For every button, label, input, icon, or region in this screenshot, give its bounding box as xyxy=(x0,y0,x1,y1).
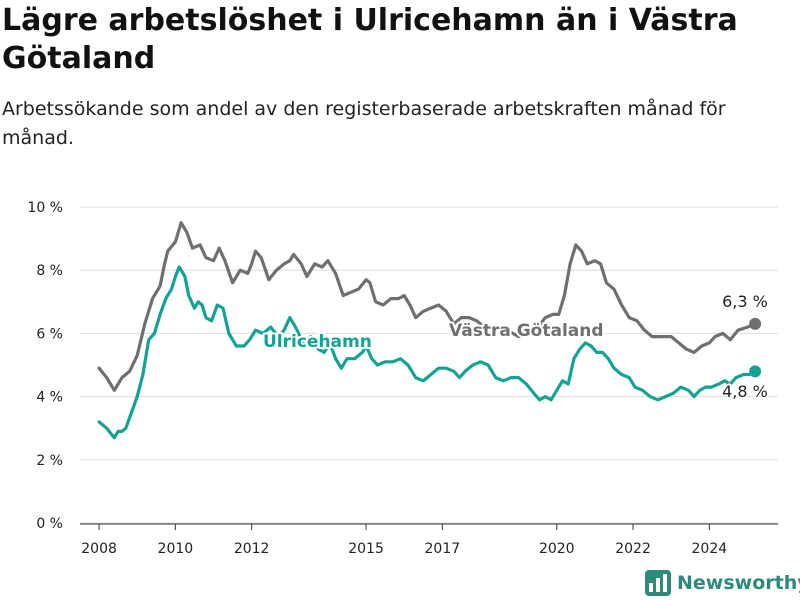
x-tick-label: 2022 xyxy=(615,541,651,557)
series-line-ulricehamn xyxy=(97,265,757,440)
series-lines xyxy=(97,221,762,440)
grid-lines: 0 % 2 % 4 % 6 % 8 % 10 % xyxy=(27,200,778,532)
y-tick-label: 2 % xyxy=(36,453,63,469)
series-end-dot xyxy=(749,365,762,378)
series-end-value-label: 4,8 % xyxy=(722,382,768,401)
newsworthy-logo-icon xyxy=(645,570,671,596)
y-tick-label: 0 % xyxy=(36,516,63,532)
chart-title: Lägre arbetslöshet i Ulricehamn än i Väs… xyxy=(2,3,738,76)
series-labels: Västra Götaland 6,3 % Ulricehamn 4,8 % xyxy=(261,291,769,403)
logo-text: Newsworthy xyxy=(677,572,800,594)
series-line-vastra-gotaland xyxy=(97,221,757,392)
chart-subtitle: Arbetssökande som andel av den registerb… xyxy=(2,98,726,149)
newsworthy-logo: Newsworthy xyxy=(645,569,800,597)
x-tick-label: 2015 xyxy=(348,541,384,557)
y-tick-label: 10 % xyxy=(27,200,63,216)
x-tick-label: 2017 xyxy=(425,541,461,557)
series-end-value-label: 6,3 % xyxy=(722,292,768,311)
x-tick-label: 2024 xyxy=(692,541,728,557)
series-name-label: Västra Götaland xyxy=(449,321,604,341)
x-axis: 2008 2010 2012 2015 2017 2020 2022 2024 xyxy=(80,523,778,557)
x-tick-label: 2008 xyxy=(81,541,117,557)
x-tick-label: 2012 xyxy=(234,541,270,557)
series-name-label: Ulricehamn xyxy=(263,332,372,352)
series-end-dot xyxy=(749,317,762,330)
y-tick-label: 8 % xyxy=(36,263,63,279)
y-tick-label: 6 % xyxy=(36,326,63,342)
x-tick-label: 2020 xyxy=(539,541,575,557)
x-tick-label: 2010 xyxy=(158,541,194,557)
y-tick-label: 4 % xyxy=(36,390,63,406)
